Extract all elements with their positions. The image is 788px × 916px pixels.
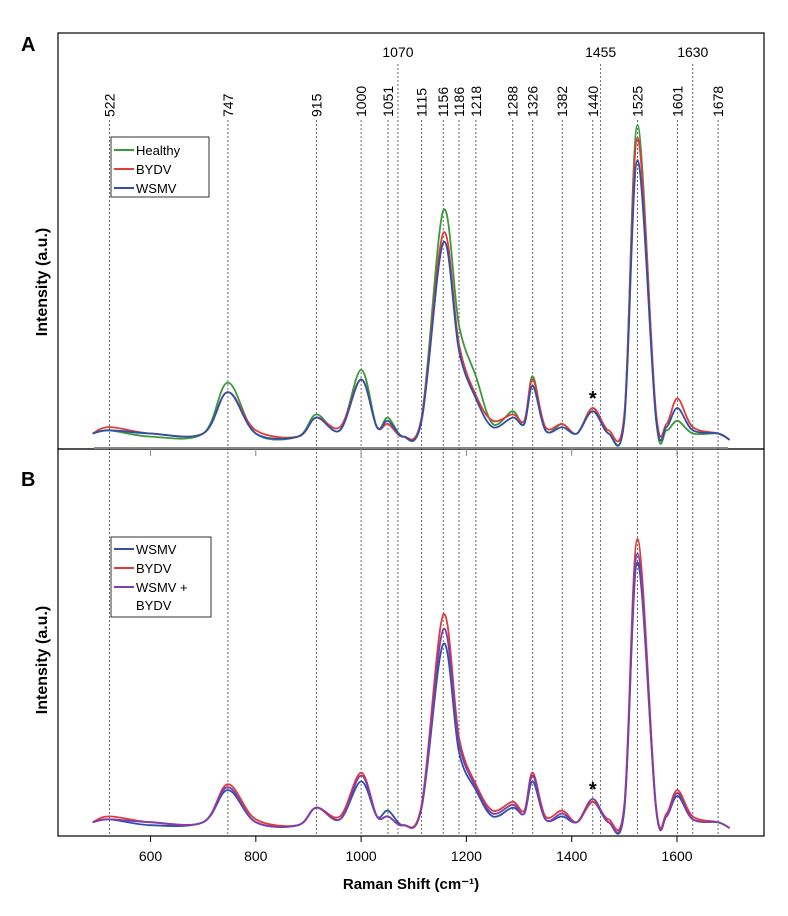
peak-label-1070: 1070 xyxy=(382,44,413,60)
x-tick-label-1200: 1200 xyxy=(451,848,482,864)
peak-label-1115: 1115 xyxy=(414,88,430,117)
peak-label-1525: 1525 xyxy=(630,86,646,117)
panel-b-frame xyxy=(57,448,765,837)
legend-b-mixed-label-line1: WSMV + xyxy=(136,580,188,595)
peak-label-747: 747 xyxy=(220,93,236,117)
peak-label-1440: 1440 xyxy=(585,86,601,117)
peak-label-1051: 1051 xyxy=(380,86,396,117)
peak-label-1455: 1455 xyxy=(585,44,616,60)
x-tick-label-800: 800 xyxy=(244,848,268,864)
peak-label-522: 522 xyxy=(101,93,117,117)
panel-b-letter: B xyxy=(21,469,35,491)
panel-b-asterisk: * xyxy=(589,779,597,801)
peak-label-1156: 1156 xyxy=(435,87,451,117)
legend-b-bydv-label: BYDV xyxy=(136,561,172,576)
panel-a-y-axis-label: Intensity (a.u.) xyxy=(34,228,51,336)
panel-b-y-axis-label: Intensity (a.u.) xyxy=(34,606,51,714)
peak-label-1288: 1288 xyxy=(505,86,521,117)
x-axis-ticks: 600 800 1000 1200 1400 1600 xyxy=(139,836,693,864)
legend-a-healthy-label: Healthy xyxy=(136,143,181,158)
peak-label-1382: 1382 xyxy=(554,86,570,117)
x-tick-label-600: 600 xyxy=(139,848,163,864)
peak-label-1000: 1000 xyxy=(353,86,369,117)
panel-a-asterisk: * xyxy=(589,388,597,410)
peak-label-1678: 1678 xyxy=(710,86,726,117)
panel-a-legend: Healthy BYDV WSMV xyxy=(110,136,210,198)
legend-a-wsmv-label: WSMV xyxy=(136,181,177,196)
x-tick-label-1600: 1600 xyxy=(661,848,692,864)
legend-a-bydv-label: BYDV xyxy=(136,162,172,177)
peak-label-1601: 1601 xyxy=(670,86,686,117)
series-a-wsmv xyxy=(92,159,731,447)
x-tick-label-1400: 1400 xyxy=(556,848,587,864)
panel-a-x-ticks xyxy=(150,448,678,456)
panel-a-letter: A xyxy=(21,34,35,56)
x-axis-label: Raman Shift (cm⁻¹) xyxy=(343,876,479,893)
peak-label-1630: 1630 xyxy=(677,44,708,60)
x-tick-label-1000: 1000 xyxy=(346,848,377,864)
peak-labels: 522 747 915 1000 1051 1115 1156 1186 1218 1288 132… xyxy=(101,44,726,117)
panel-b-legend: WSMV BYDV WSMV + BYDV xyxy=(110,536,212,618)
panel-b-spectra xyxy=(92,538,731,835)
peak-label-1218: 1218 xyxy=(468,86,484,117)
legend-b-wsmv-label: WSMV xyxy=(136,542,177,557)
panel-a-frame xyxy=(57,32,765,450)
peak-label-915: 915 xyxy=(308,93,324,117)
legend-b-mixed-label-line2: BYDV xyxy=(136,598,172,613)
series-b-wsmv-bydv xyxy=(92,552,731,834)
peak-label-1186: 1186 xyxy=(451,87,467,117)
panel-a-spectra xyxy=(92,124,731,447)
peak-marker-lines xyxy=(109,64,719,836)
peak-label-1326: 1326 xyxy=(525,86,541,117)
